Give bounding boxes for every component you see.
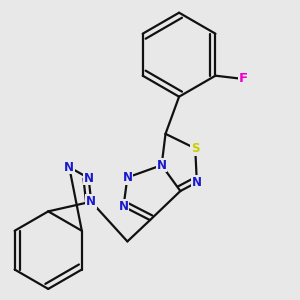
Text: N: N [192, 176, 202, 189]
Text: N: N [64, 160, 74, 174]
Text: N: N [84, 172, 94, 184]
Text: N: N [86, 195, 96, 208]
Text: F: F [238, 72, 248, 86]
Text: N: N [157, 159, 166, 172]
Text: N: N [122, 171, 132, 184]
Text: N: N [118, 200, 128, 213]
Text: S: S [191, 142, 200, 155]
